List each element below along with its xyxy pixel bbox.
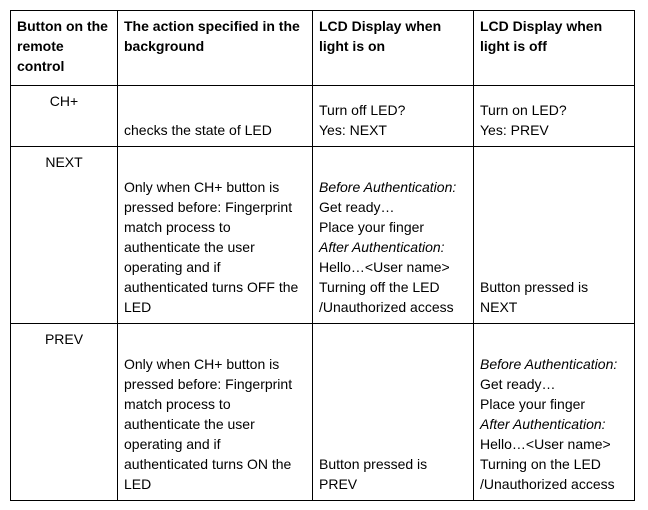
lcd-line: /Unauthorized access <box>319 299 454 315</box>
lcd-line: /Unauthorized access <box>480 476 615 492</box>
lcd-line: Yes: NEXT <box>319 122 387 138</box>
header-lcd-off: LCD Display when light is off <box>473 10 635 86</box>
lcd-off-cell: Turn on LED? Yes: PREV <box>473 85 635 147</box>
lcd-line: Turn on LED? <box>480 102 567 118</box>
lcd-line: Hello…<User name> <box>480 436 611 452</box>
header-row: Button on the remote control The action … <box>10 10 635 86</box>
action-cell: checks the state of LED <box>117 85 313 147</box>
before-auth-label: Before Authentication: <box>480 356 618 372</box>
header-button: Button on the remote control <box>10 10 118 86</box>
lcd-line: Place your finger <box>319 219 425 235</box>
button-cell: CH+ <box>10 85 118 147</box>
lcd-on-cell: Turn off LED? Yes: NEXT <box>312 85 474 147</box>
lcd-line: Get ready… <box>319 199 395 215</box>
table-row: CH+ checks the state of LED Turn off LED… <box>10 85 635 147</box>
lcd-off-cell: Button pressed is NEXT <box>473 146 635 324</box>
after-auth-label: After Authentication: <box>319 239 445 255</box>
lcd-on-cell: Before Authentication: Get ready… Place … <box>312 146 474 324</box>
action-cell: Only when CH+ button is pressed before: … <box>117 146 313 324</box>
header-action: The action specified in the background <box>117 10 313 86</box>
header-lcd-on: LCD Display when light is on <box>312 10 474 86</box>
remote-control-table: Button on the remote control The action … <box>10 10 635 501</box>
table-row: NEXT Only when CH+ button is pressed bef… <box>10 146 635 324</box>
lcd-line: Get ready… <box>480 376 556 392</box>
button-cell: PREV <box>10 323 118 501</box>
before-auth-label: Before Authentication: <box>319 179 457 195</box>
lcd-line: Place your finger <box>480 396 586 412</box>
lcd-line: Hello…<User name> <box>319 259 450 275</box>
lcd-off-cell: Before Authentication: Get ready… Place … <box>473 323 635 501</box>
lcd-line: Turning off the LED <box>319 279 440 295</box>
lcd-line: Yes: PREV <box>480 122 549 138</box>
lcd-on-cell: Button pressed is PREV <box>312 323 474 501</box>
button-cell: NEXT <box>10 146 118 324</box>
lcd-line: Turn off LED? <box>319 102 406 118</box>
action-cell: Only when CH+ button is pressed before: … <box>117 323 313 501</box>
lcd-line: Turning on the LED <box>480 456 601 472</box>
table-row: PREV Only when CH+ button is pressed bef… <box>10 323 635 501</box>
after-auth-label: After Authentication: <box>480 416 606 432</box>
